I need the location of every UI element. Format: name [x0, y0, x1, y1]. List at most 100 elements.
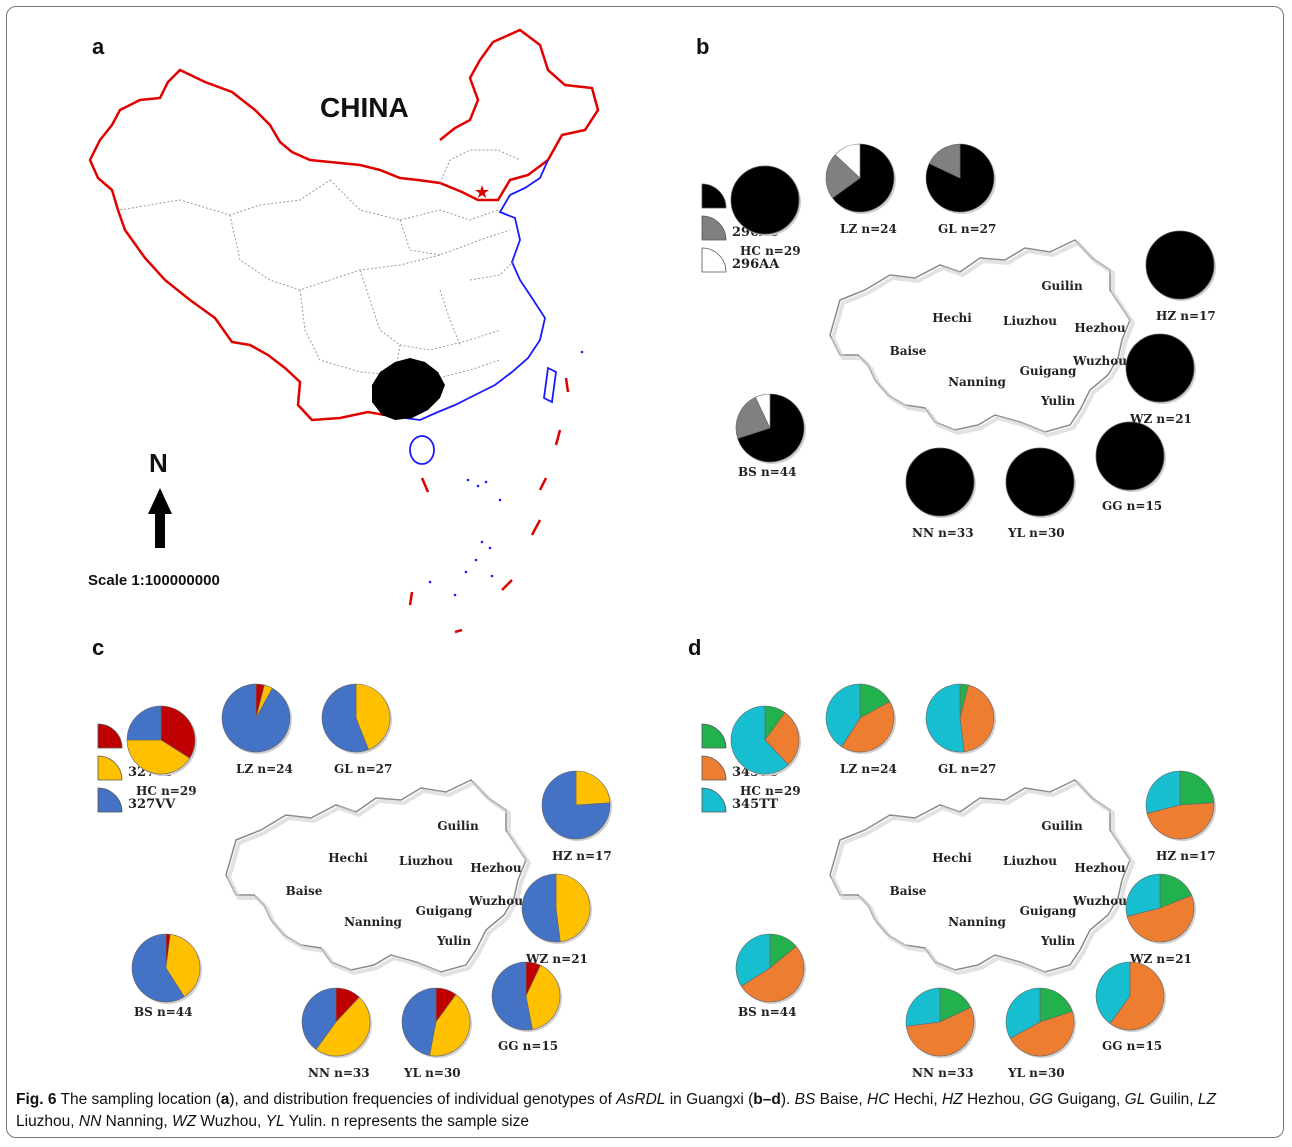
legend-item: 296AA [701, 247, 780, 273]
caption-abbrev-name: Hezhou, [962, 1091, 1029, 1108]
pie-label: GL n=27 [334, 762, 392, 776]
city-label-nanning: Nanning [948, 915, 1006, 929]
pie-label: NN n=33 [912, 526, 974, 540]
pie-label: GG n=15 [1102, 1039, 1162, 1053]
city-label-hechi: Hechi [328, 851, 368, 865]
pie-slice [959, 684, 995, 753]
south-china-sea-islands [428, 350, 584, 597]
caption-tail: n represents the sample size [330, 1113, 529, 1130]
panel-b-genotype-map: Guilin Hechi Liuzhou Hezhou Baise WuzhouGuiga… [701, 143, 1216, 540]
city-label-liuzhou: Liuzhou [399, 854, 453, 868]
city-label-yulin: Yulin [1040, 394, 1075, 408]
pie-label: GL n=27 [938, 762, 996, 776]
pie-chart: YL n=30 [1005, 447, 1076, 540]
pie-slice [1005, 987, 1041, 1039]
pie-slice [1179, 770, 1215, 806]
pie-slice [525, 964, 561, 1030]
city-label-liuzhou: Liuzhou [1003, 854, 1057, 868]
caption-abbrev-name: Nanning, [101, 1113, 172, 1130]
pie-slice [1126, 895, 1195, 943]
panel-letter-b: b [696, 34, 710, 59]
pie-slice [905, 1007, 975, 1057]
south-china-sea-dashes [408, 377, 570, 634]
pie-label: BS n=44 [738, 465, 796, 479]
caption-abbrev-code: LZ [1197, 1091, 1216, 1108]
pie-label: LZ n=24 [840, 762, 897, 776]
city-label-wuzhou: Wuzhou [1072, 894, 1127, 908]
pie-chart: BS n=44 [131, 933, 202, 1019]
pie-label: HC n=29 [740, 784, 801, 798]
pie-slice [735, 933, 771, 987]
pie-slice [925, 143, 995, 213]
pie-slice [1145, 230, 1215, 300]
pie-slice [1125, 873, 1161, 917]
city-label-nanning: Nanning [948, 375, 1006, 389]
pie-chart: GG n=15 [1095, 961, 1166, 1053]
caption-abbrev-name: Liuzhou, [16, 1113, 79, 1130]
caption-text: ), and distribution frequencies of indiv… [229, 1091, 617, 1108]
north-label: N [149, 448, 168, 478]
pie-label: WZ n=21 [1129, 952, 1192, 966]
pie-slice [730, 705, 789, 775]
pie-chart: YL n=30 [401, 987, 472, 1080]
pie-label: GG n=15 [498, 1039, 558, 1053]
pie-slice [764, 712, 800, 766]
city-label-baise: Baise [286, 884, 323, 898]
caption-text: ). [780, 1091, 795, 1108]
pie-slice [834, 143, 861, 179]
taiwan-island [543, 366, 557, 404]
pie-label: LZ n=24 [236, 762, 293, 776]
guangxi-region-shadow [830, 780, 1136, 978]
pie-slice [1095, 961, 1131, 1024]
legend-swatch [701, 755, 727, 781]
pie-label: NN n=33 [308, 1066, 370, 1080]
scale-label: Scale 1:100000000 [88, 572, 220, 589]
caption-abbrev-code: HC [867, 1091, 890, 1108]
pie-slice [925, 683, 965, 753]
guangxi-region-shadow [830, 240, 1136, 438]
city-label-wuzhou: Wuzhou [468, 894, 523, 908]
figure-caption: Fig. 6 The sampling location (a), and di… [16, 1089, 1278, 1133]
pie-chart: LZ n=24 [825, 683, 897, 776]
figure-frame [6, 6, 1284, 1138]
pie-slice [735, 396, 771, 439]
legend-swatch [97, 787, 123, 813]
pie-label: YL n=30 [1007, 1066, 1065, 1080]
legend-label: 345TT [732, 797, 778, 812]
pie-slice [755, 393, 771, 429]
city-label-hezhou: Hezhou [1074, 321, 1126, 335]
pie-chart: GL n=27 [321, 683, 392, 776]
pie-slice [221, 683, 291, 753]
pie-slice [401, 987, 437, 1056]
pie-chart: HZ n=17 [1145, 230, 1216, 323]
pie-slice [832, 143, 895, 213]
panel-letter-c: c [92, 635, 105, 660]
guangxi-region-map [829, 239, 1131, 433]
pie-chart: HC n=29 [730, 705, 801, 798]
caption-abbrev-name: Yulin. [284, 1113, 331, 1130]
pie-chart: YL n=30 [1005, 987, 1076, 1080]
pie-slice [825, 683, 861, 748]
legend-label: 327VV [128, 797, 176, 812]
city-label-baise: Baise [890, 884, 927, 898]
pie-slice [737, 393, 805, 463]
china-map: ★ [88, 28, 600, 634]
pie-chart: GL n=27 [925, 143, 996, 236]
legend-swatch [701, 723, 727, 749]
pie-chart: WZ n=21 [1125, 333, 1196, 426]
pie-slice [825, 154, 861, 199]
city-label-guigang: Guigang [416, 904, 473, 918]
caption-abbrev-name: Baise, [815, 1091, 868, 1108]
city-label-guigang: Guigang [1020, 364, 1077, 378]
caption-gene: AsRDL [616, 1091, 666, 1108]
pie-slice [491, 961, 533, 1031]
legend-swatch [701, 787, 727, 813]
pie-slice [841, 701, 895, 753]
pie-label: HC n=29 [136, 784, 197, 798]
caption-text: The sampling location ( [56, 1091, 221, 1108]
pie-chart: NN n=33 [301, 987, 372, 1080]
panel-letter-d: d [688, 635, 702, 660]
panel-d-genotype-map: Guilin Hechi Liuzhou Hezhou Baise WuzhouGuiga… [701, 683, 1216, 1080]
pie-chart: GG n=15 [491, 961, 562, 1053]
pie-chart: HZ n=17 [541, 770, 612, 863]
